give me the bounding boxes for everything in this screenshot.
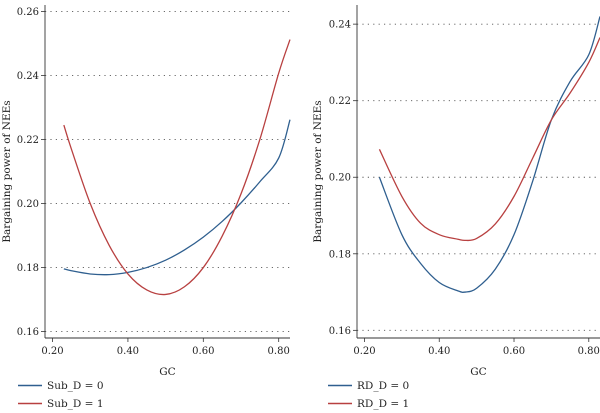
y-tick-label: 0.24 [329, 20, 351, 31]
x-tick-label: 0.80 [578, 346, 600, 357]
series-line-one [63, 39, 291, 296]
series-line-zero [63, 119, 291, 276]
x-tick-label: 0.20 [353, 346, 375, 357]
x-tick-label: 0.80 [268, 346, 290, 357]
x-tick-label: 0.20 [41, 346, 63, 357]
x-axis-label: GC [159, 366, 175, 378]
y-tick-label: 0.20 [329, 173, 351, 184]
right-chart-panel: 0.16 0.18 0.20 0.22 0.24 0.20 0.40 0.60 0.80 GC Ba… [312, 5, 600, 410]
y-tick-label: 0.26 [17, 7, 39, 18]
y-tick-label: 0.18 [329, 249, 351, 260]
y-tick-label: 0.22 [329, 96, 351, 107]
y-axis-label: Bargaining power of NEEs [1, 100, 13, 242]
legend-label: Sub_D = 0 [47, 380, 104, 392]
y-axis-label: Bargaining power of NEEs [312, 100, 324, 242]
x-axis-label: GC [470, 366, 486, 378]
y-tick-label: 0.16 [17, 327, 39, 338]
left-chart-panel: 0.16 0.18 0.20 0.22 0.24 0.26 0.20 0.40 0.60 0.80… [1, 5, 291, 410]
y-tick-label: 0.22 [17, 135, 39, 146]
series-line-one [378, 37, 600, 242]
x-tick-label: 0.40 [428, 346, 450, 357]
legend-label: RD_D = 0 [357, 380, 409, 392]
y-tick-label: 0.24 [17, 71, 39, 82]
x-tick-label: 0.40 [117, 346, 139, 357]
legend-label: Sub_D = 1 [47, 398, 104, 410]
y-tick-label: 0.20 [17, 199, 39, 210]
y-tick-label: 0.16 [329, 326, 351, 337]
x-tick-label: 0.60 [192, 346, 214, 357]
series-line-zero [378, 16, 600, 293]
legend-label: RD_D = 1 [357, 398, 409, 410]
x-tick-label: 0.60 [503, 346, 525, 357]
y-tick-label: 0.18 [17, 263, 39, 274]
